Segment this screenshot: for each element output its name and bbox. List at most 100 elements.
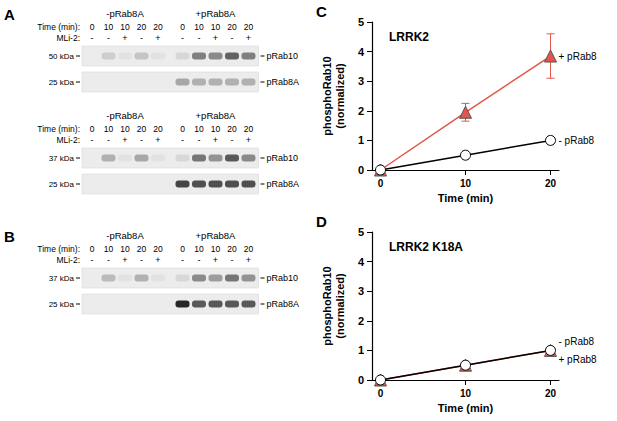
svg-text:10: 10 <box>120 22 130 32</box>
svg-text:+: + <box>246 255 251 265</box>
svg-text:-: - <box>107 33 110 43</box>
svg-text:10: 10 <box>211 124 221 134</box>
svg-text:-: - <box>107 135 110 145</box>
svg-text:Time (min):: Time (min): <box>37 244 80 254</box>
svg-text:+ pRab8: + pRab8 <box>559 51 598 62</box>
svg-text:0: 0 <box>378 388 384 399</box>
svg-text:10: 10 <box>211 244 221 254</box>
svg-text:-: - <box>198 255 201 265</box>
svg-text:-: - <box>231 255 234 265</box>
svg-text:+: + <box>122 33 127 43</box>
svg-text:+: + <box>213 135 218 145</box>
svg-text:10: 10 <box>120 244 130 254</box>
svg-text:25 kDa: 25 kDa <box>49 180 75 189</box>
svg-text:- pRab8: - pRab8 <box>559 336 595 347</box>
svg-text:+: + <box>122 255 127 265</box>
svg-text:20: 20 <box>153 244 163 254</box>
svg-text:10: 10 <box>104 22 114 32</box>
svg-text:-: - <box>91 255 94 265</box>
svg-text:phosphoRab10: phosphoRab10 <box>321 56 333 135</box>
svg-text:MLi-2:: MLi-2: <box>56 255 80 265</box>
svg-text:20: 20 <box>153 22 163 32</box>
svg-text:+: + <box>122 135 127 145</box>
svg-text:37 kDa: 37 kDa <box>49 154 75 163</box>
svg-text:-: - <box>140 255 143 265</box>
svg-text:-: - <box>107 255 110 265</box>
svg-text:20: 20 <box>137 22 147 32</box>
svg-text:Time (min):: Time (min): <box>37 124 80 134</box>
svg-text:25 kDa: 25 kDa <box>49 300 75 309</box>
svg-text:4: 4 <box>358 46 365 58</box>
svg-text:pRab10: pRab10 <box>267 51 299 61</box>
svg-text:Time (min):: Time (min): <box>37 22 80 32</box>
svg-text:20: 20 <box>227 22 237 32</box>
svg-text:+pRab8A: +pRab8A <box>196 110 237 121</box>
svg-text:pRab8A: pRab8A <box>267 299 300 309</box>
svg-text:-: - <box>181 255 184 265</box>
svg-text:2: 2 <box>358 105 364 117</box>
svg-text:0: 0 <box>180 124 185 134</box>
svg-text:0: 0 <box>180 244 185 254</box>
svg-text:+: + <box>213 255 218 265</box>
svg-text:20: 20 <box>153 124 163 134</box>
svg-text:Time (min): Time (min) <box>438 402 494 414</box>
svg-text:-: - <box>91 135 94 145</box>
svg-text:-: - <box>140 135 143 145</box>
svg-text:-pRab8A: -pRab8A <box>106 8 144 19</box>
svg-text:0: 0 <box>358 374 364 386</box>
svg-text:-pRab8A: -pRab8A <box>106 230 144 241</box>
svg-text:pRab10: pRab10 <box>267 273 299 283</box>
svg-text:10: 10 <box>211 22 221 32</box>
svg-text:-: - <box>91 33 94 43</box>
svg-text:MLi-2:: MLi-2: <box>56 135 80 145</box>
svg-text:B: B <box>4 228 15 245</box>
svg-text:10: 10 <box>194 244 204 254</box>
svg-text:5: 5 <box>358 16 364 28</box>
svg-text:20: 20 <box>545 388 557 399</box>
svg-text:Time (min): Time (min) <box>438 192 494 204</box>
svg-text:-: - <box>231 135 234 145</box>
svg-text:5: 5 <box>358 226 364 238</box>
svg-text:25 kDa: 25 kDa <box>49 78 75 87</box>
svg-text:0: 0 <box>378 178 384 189</box>
svg-text:10: 10 <box>194 22 204 32</box>
svg-text:MLi-2:: MLi-2: <box>56 33 80 43</box>
svg-text:LRRK2 K18A: LRRK2 K18A <box>389 240 463 254</box>
svg-text:A: A <box>4 6 15 23</box>
svg-text:-pRab8A: -pRab8A <box>106 110 144 121</box>
svg-text:20: 20 <box>227 244 237 254</box>
svg-text:10: 10 <box>460 178 472 189</box>
svg-text:+: + <box>246 33 251 43</box>
svg-text:20: 20 <box>244 22 254 32</box>
svg-text:(normalized): (normalized) <box>334 63 346 129</box>
svg-text:3: 3 <box>358 285 364 297</box>
svg-text:+: + <box>246 135 251 145</box>
svg-text:0: 0 <box>90 244 95 254</box>
svg-text:0: 0 <box>180 22 185 32</box>
svg-text:+pRab8A: +pRab8A <box>196 230 237 241</box>
svg-text:-: - <box>231 33 234 43</box>
svg-text:pRab8A: pRab8A <box>267 77 300 87</box>
svg-text:20: 20 <box>137 244 147 254</box>
svg-text:20: 20 <box>227 124 237 134</box>
svg-text:+: + <box>155 33 160 43</box>
svg-text:20: 20 <box>244 124 254 134</box>
svg-text:(normalized): (normalized) <box>334 273 346 339</box>
svg-text:20: 20 <box>244 244 254 254</box>
svg-text:C: C <box>316 3 327 20</box>
svg-text:10: 10 <box>194 124 204 134</box>
svg-text:1: 1 <box>358 344 364 356</box>
svg-text:20: 20 <box>137 124 147 134</box>
svg-text:-: - <box>198 135 201 145</box>
svg-text:+: + <box>155 135 160 145</box>
svg-text:10: 10 <box>120 124 130 134</box>
svg-text:0: 0 <box>358 164 364 176</box>
svg-text:10: 10 <box>104 244 114 254</box>
svg-text:pRab10: pRab10 <box>267 153 299 163</box>
svg-text:10: 10 <box>460 388 472 399</box>
svg-text:- pRab8: - pRab8 <box>559 135 595 146</box>
svg-text:50 kDa: 50 kDa <box>49 52 75 61</box>
svg-text:phosphoRab10: phosphoRab10 <box>321 266 333 345</box>
svg-text:2: 2 <box>358 315 364 327</box>
svg-text:-: - <box>140 33 143 43</box>
